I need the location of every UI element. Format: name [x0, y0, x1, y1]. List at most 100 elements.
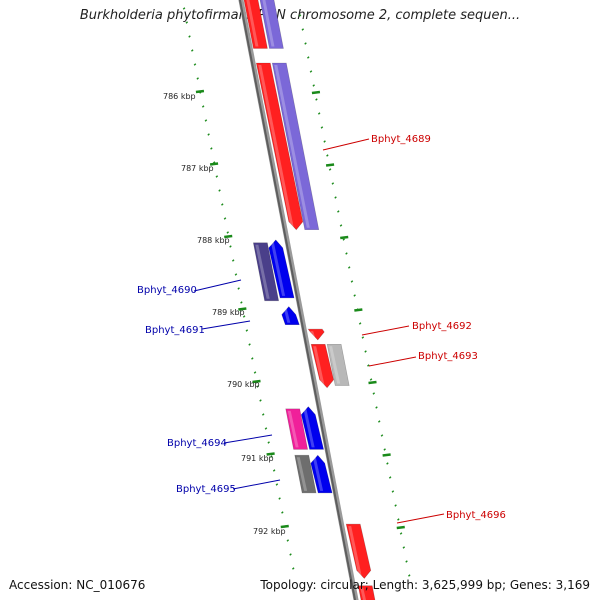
scale-label: 790 kbp — [227, 380, 260, 389]
gene-feature[interactable] — [268, 239, 295, 299]
scale-major-tick — [382, 453, 391, 457]
gene-feature[interactable] — [271, 62, 320, 231]
scale-dot — [229, 245, 232, 248]
scale-dot — [270, 455, 273, 458]
scale-dot — [281, 511, 284, 514]
scale-dot — [256, 385, 260, 388]
gene-feature[interactable] — [255, 62, 304, 231]
gene-feature-highlight — [287, 410, 299, 448]
scale-dot — [234, 273, 238, 276]
scale-dot — [337, 210, 340, 213]
gene-feature[interactable] — [294, 454, 317, 494]
scale-dot — [304, 42, 307, 45]
gene-feature[interactable] — [307, 328, 325, 341]
scale-dot — [331, 182, 335, 185]
gene-feature-highlight — [348, 526, 362, 577]
scale-dot — [226, 231, 230, 234]
gene-feature[interactable] — [0, 0, 268, 49]
scale-dot — [342, 238, 346, 241]
gene-label[interactable]: Bphyt_4691 — [145, 325, 205, 336]
gene-label[interactable]: Bphyt_4696 — [446, 510, 506, 521]
gene-leader-line — [201, 320, 251, 330]
gene-feature[interactable] — [300, 406, 325, 450]
scale-label: 786 kbp — [163, 92, 196, 101]
scale-dot — [237, 287, 240, 290]
gene-feature[interactable] — [281, 306, 300, 326]
gene-feature[interactable] — [310, 454, 333, 494]
scale-dot — [367, 364, 370, 367]
gene-feature-highlight — [360, 587, 367, 600]
scale-dot — [377, 420, 381, 423]
scale-dot — [317, 112, 321, 115]
scale-dot — [402, 546, 406, 549]
gene-label[interactable]: Bphyt_4694 — [167, 438, 227, 449]
scale-dot — [315, 98, 318, 101]
scale-label: 789 kbp — [212, 308, 245, 317]
scale-label: 792 kbp — [253, 527, 286, 536]
accession-text: Accession: NC_010676 — [9, 578, 146, 592]
gene-feature[interactable] — [310, 343, 334, 389]
gene-label[interactable]: Bphyt_4692 — [412, 321, 472, 332]
scale-dot — [388, 476, 392, 479]
scale-dot — [397, 518, 400, 521]
scale-dot — [193, 63, 197, 66]
gene-feature-highlight — [329, 346, 341, 384]
scale-dot — [326, 154, 329, 157]
scale-dot — [361, 336, 365, 339]
scale-major-tick — [238, 307, 247, 311]
scale-major-tick — [368, 380, 377, 385]
scale-dot — [339, 224, 343, 227]
gene-feature-highlight — [283, 308, 291, 323]
scale-dot — [323, 140, 326, 143]
gene-label[interactable]: Bphyt_4690 — [137, 285, 197, 296]
scale-major-tick — [396, 525, 405, 530]
scale-dot — [399, 532, 403, 535]
scale-major-tick — [325, 163, 335, 167]
scale-dot — [345, 252, 348, 255]
gene-label[interactable]: Bphyt_4689 — [371, 134, 431, 145]
scale-dot — [259, 399, 262, 402]
scale-dot — [372, 392, 376, 395]
scale-dot — [309, 70, 313, 73]
scale-major-tick — [266, 452, 275, 456]
gene-feature-highlight — [303, 408, 315, 448]
gene-label[interactable]: Bphyt_4695 — [176, 484, 236, 495]
scale-dot — [242, 315, 246, 318]
scale-dot — [261, 413, 265, 416]
genes-layer — [0, 0, 378, 600]
scale-dot — [267, 441, 270, 444]
gene-feature[interactable] — [285, 408, 309, 450]
backbone-layer — [238, 0, 359, 600]
scale-dot — [312, 84, 315, 87]
gene-feature[interactable] — [345, 523, 372, 579]
gene-feature-highlight — [312, 457, 324, 491]
scale-major-tick — [340, 235, 349, 240]
scale-dot — [221, 203, 224, 206]
scale-dot — [301, 28, 305, 31]
gene-feature[interactable] — [326, 343, 350, 386]
scale-dot — [286, 539, 290, 542]
scale-dot — [272, 469, 276, 472]
scale-dot — [231, 259, 235, 262]
scale-major-tick — [252, 379, 261, 384]
scale-dot — [375, 406, 378, 409]
scale-dot — [188, 35, 191, 38]
scale-major-tick — [209, 162, 219, 166]
scale-dot — [185, 21, 189, 24]
scale-dot — [196, 77, 199, 80]
gene-label[interactable]: Bphyt_4693 — [418, 351, 478, 362]
gene-feature[interactable] — [252, 242, 280, 302]
scale-dot — [298, 14, 302, 17]
scale-dot — [245, 329, 249, 332]
gene-feature[interactable] — [357, 585, 378, 600]
scale-dot — [215, 175, 219, 178]
scale-dot — [391, 490, 395, 493]
gene-feature[interactable] — [0, 0, 284, 49]
scale-dot — [182, 7, 186, 10]
scale-dot — [201, 105, 205, 108]
gene-leader-line — [368, 356, 417, 367]
scale-dot — [190, 49, 194, 52]
label-layer: 786 kbp 787 kbp 788 kbp 789 kbp 790 kbp … — [137, 92, 506, 536]
scale-dot — [394, 504, 397, 507]
